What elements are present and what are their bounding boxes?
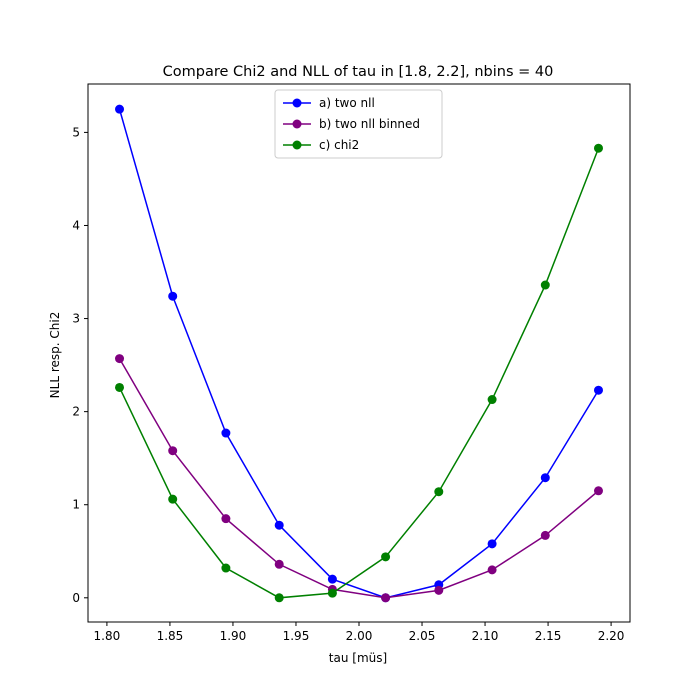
series-line	[118, 147, 600, 599]
data-point	[115, 354, 125, 364]
data-point	[274, 520, 284, 530]
data-point	[168, 291, 178, 301]
data-point	[221, 514, 231, 524]
x-tick-label: 1.95	[283, 629, 310, 643]
legend-marker	[292, 119, 302, 129]
data-point	[593, 143, 603, 153]
legend-item: b) two nll binned	[283, 117, 420, 131]
data-point	[487, 539, 497, 549]
x-tick-label: 2.00	[346, 629, 373, 643]
data-point	[593, 486, 603, 496]
series-line	[118, 358, 599, 599]
data-point	[593, 385, 603, 395]
y-tick-label: 0	[72, 591, 80, 605]
x-tick-label: 2.05	[409, 629, 436, 643]
x-axis-label: tau [müs]	[329, 651, 387, 665]
data-point	[487, 565, 497, 575]
y-tick-label: 3	[72, 312, 80, 326]
y-axis: 0 1 2 3 4 5	[72, 125, 88, 605]
data-point	[221, 563, 231, 573]
data-point	[434, 487, 444, 497]
series-3	[115, 143, 603, 603]
y-tick-label: 4	[72, 218, 80, 232]
x-tick-label: 2.20	[598, 629, 625, 643]
series-2	[115, 354, 603, 603]
legend-box	[274, 89, 443, 159]
x-tick-label: 2.15	[535, 629, 562, 643]
data-point	[327, 574, 337, 584]
data-point	[221, 428, 231, 438]
data-point	[540, 473, 550, 483]
y-tick-label: 2	[72, 405, 80, 419]
data-point	[168, 446, 178, 456]
legend-label: c) chi2	[319, 138, 359, 152]
legend-item: a) two nll	[283, 96, 375, 110]
data-point	[540, 530, 550, 540]
x-tick-label: 1.90	[220, 629, 247, 643]
x-tick-label: 1.85	[157, 629, 184, 643]
data-point	[434, 585, 444, 595]
chart-title: Compare Chi2 and NLL of tau in [1.8, 2.2…	[163, 64, 554, 80]
y-axis-label: NLL resp. Chi2	[48, 312, 62, 399]
data-point	[115, 104, 125, 114]
data-point	[540, 280, 550, 290]
data-point	[327, 588, 337, 598]
legend: a) two nll b) two nll binned c) chi2	[274, 89, 443, 159]
data-point	[381, 552, 391, 562]
legend-item: c) chi2	[283, 138, 359, 152]
legend-label: b) two nll binned	[319, 117, 420, 131]
x-axis: 1.80 1.85 1.90 1.95 2.00 2.05 2.10 2.15 2.20	[94, 622, 625, 643]
legend-marker	[292, 98, 302, 108]
data-point	[168, 494, 178, 504]
series-layer	[115, 104, 603, 603]
y-tick-label: 1	[72, 498, 80, 512]
series-line	[118, 108, 600, 599]
data-point	[115, 382, 125, 392]
data-point	[274, 593, 284, 603]
x-tick-label: 2.10	[472, 629, 499, 643]
data-point	[381, 593, 391, 603]
y-tick-label: 5	[72, 125, 80, 139]
legend-label: a) two nll	[319, 96, 375, 110]
legend-marker	[292, 140, 302, 150]
data-point	[274, 559, 284, 569]
data-point	[487, 395, 497, 405]
x-tick-label: 1.80	[94, 629, 121, 643]
